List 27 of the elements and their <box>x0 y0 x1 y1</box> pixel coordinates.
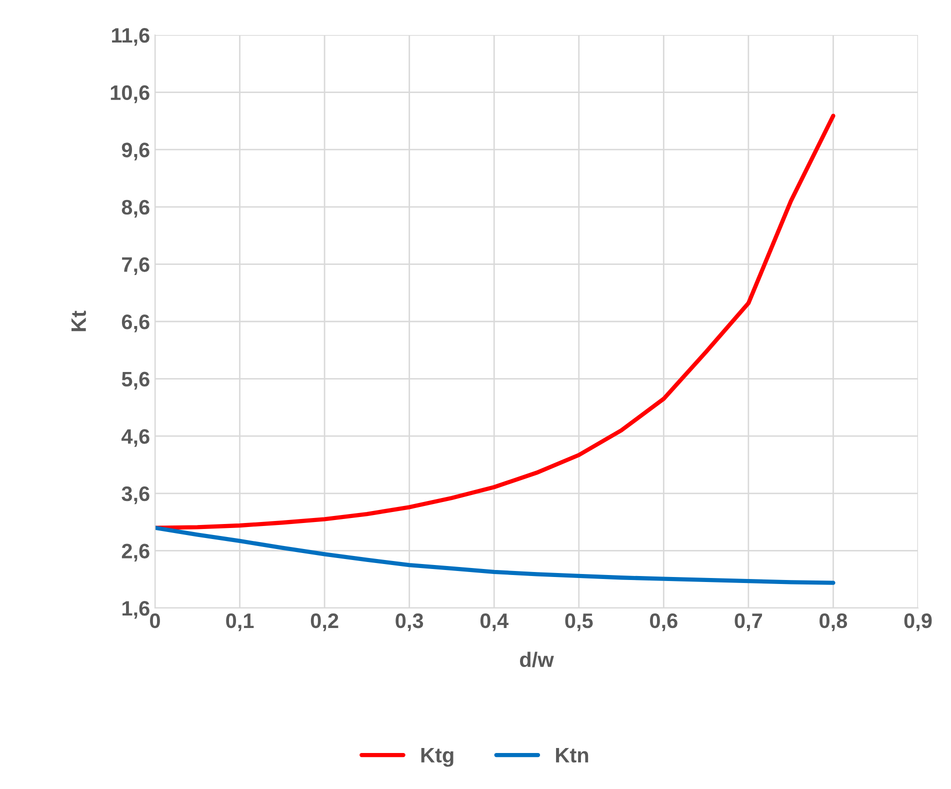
line-series <box>155 526 836 585</box>
legend-label: Ktg <box>421 748 454 767</box>
line-series <box>155 114 836 530</box>
y-tick-label: 1,6 <box>122 601 150 619</box>
x-tick-label: 0,6 <box>650 613 678 632</box>
x-tick-label: 0,7 <box>734 613 762 632</box>
y-tick-label: 10,6 <box>110 85 150 104</box>
x-tick-label: 0,3 <box>396 613 424 632</box>
x-tick-label: 0,5 <box>565 613 593 632</box>
y-tick-label: 2,6 <box>122 544 150 562</box>
x-tick-label: 0,4 <box>480 613 508 632</box>
y-tick-label: 4,6 <box>121 429 150 447</box>
y-tick-label: 8,6 <box>122 200 150 218</box>
y-tick-label: 3,6 <box>122 486 150 504</box>
x-tick-label: 0,8 <box>820 613 848 632</box>
y-tick-label: 11,6 <box>112 28 150 46</box>
y-tick-label: 9,6 <box>122 142 150 160</box>
y-axis-title: Kt <box>71 310 86 332</box>
y-tick-label: 6,6 <box>122 314 150 332</box>
x-axis-title: d/w <box>520 652 554 668</box>
x-tick-label: 0,9 <box>904 613 932 632</box>
y-tick-label: 5,6 <box>122 372 150 390</box>
y-tick-label: 7,6 <box>122 257 150 275</box>
x-tick-label: 0 <box>150 613 160 628</box>
x-tick-label: 0,2 <box>310 613 338 632</box>
legend-label: Ktn <box>556 748 588 763</box>
x-tick-label: 0,1 <box>226 613 254 632</box>
